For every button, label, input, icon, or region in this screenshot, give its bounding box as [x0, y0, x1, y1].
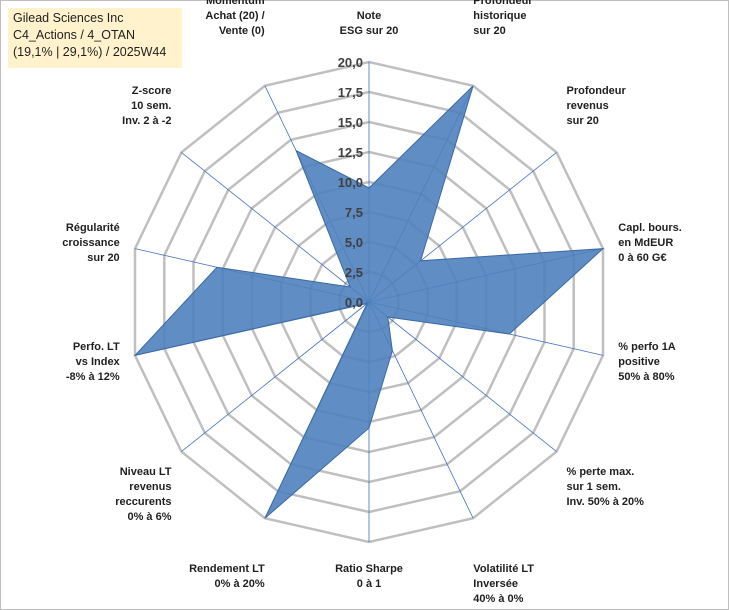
tick-label: 0,0: [345, 295, 363, 310]
tick-label: 5,0: [345, 235, 363, 250]
title-line-1: Gilead Sciences Inc: [13, 11, 124, 25]
axis-label: Niveau LT revenus reccurents 0% à 6%: [115, 466, 172, 523]
radial-tick-labels: 0,0 2,5 5,0 7,5 10,0 12,5 15,0 17,5 20,0: [338, 55, 363, 310]
chart-title-box: Gilead Sciences Inc C4_Actions / 4_OTAN …: [8, 8, 182, 68]
tick-label: 20,0: [338, 55, 363, 70]
axis-label: Note ESG sur 20: [340, 10, 399, 37]
title-line-3: (19,1% | 29,1%) / 2025W44: [13, 45, 167, 59]
axis-label: Perfo. LT vs Index -8% à 12%: [66, 341, 121, 383]
axis-label: Momentum Achat (20) / Vente (0): [205, 0, 265, 37]
tick-label: 15,0: [338, 115, 363, 130]
axis-label: Profondeur historique sur 20: [473, 0, 533, 37]
axis-label: % perte max. sur 1 sem. Inv. 50% à 20%: [567, 466, 645, 508]
title-line-2: C4_Actions / 4_OTAN: [13, 28, 136, 42]
axis-spoke: [181, 301, 370, 452]
tick-label: 10,0: [338, 175, 363, 190]
axis-label: Ratio Sharpe 0 à 1: [335, 563, 403, 590]
tick-label: 17,5: [338, 85, 363, 100]
axis-labels: Note ESG sur 20 Profondeur historique sur 20…: [62, 0, 682, 605]
tick-label: 12,5: [338, 145, 363, 160]
radar-series: [133, 85, 605, 519]
axis-label: Régularité croissance sur 20: [62, 222, 119, 264]
axis-label: Capl. bours. en MdEUR 0 à 60 G€: [618, 222, 682, 264]
axis-label: % perfo 1A positive 50% à 80%: [618, 341, 676, 383]
axis-label: Profondeur revenus sur 20: [567, 85, 627, 127]
axis-spoke: [181, 152, 370, 303]
axis-spoke: [368, 301, 557, 452]
tick-label: 2,5: [345, 265, 363, 280]
axis-label: Volatilité LT Inversée 40% à 0%: [473, 563, 534, 605]
axis-label: Z-score 10 sem. Inv. 2 à -2: [122, 85, 171, 127]
tick-label: 7,5: [345, 205, 363, 220]
axis-label: Rendement LT 0% à 20%: [189, 563, 265, 590]
